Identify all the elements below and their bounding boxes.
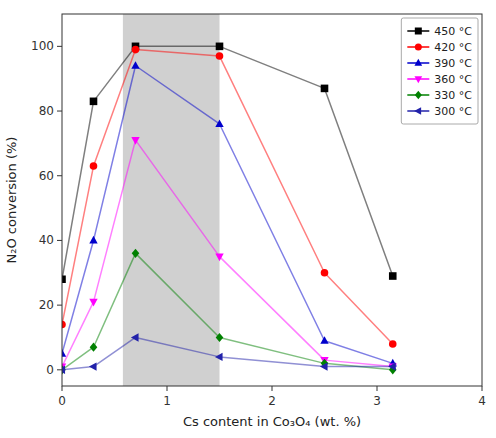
point xyxy=(389,272,397,280)
point xyxy=(321,269,329,277)
y-tick-label: 80 xyxy=(39,104,54,118)
point xyxy=(89,362,97,370)
y-tick xyxy=(57,46,62,47)
series xyxy=(62,61,397,366)
shaded-region xyxy=(123,14,220,386)
legend-label: 330 °C xyxy=(434,89,472,102)
point xyxy=(62,349,66,357)
legend-label: 420 °C xyxy=(434,41,472,54)
series xyxy=(62,333,396,374)
point xyxy=(62,321,66,329)
y-tick-label: 60 xyxy=(39,169,54,183)
point xyxy=(90,162,98,170)
legend-swatch-marker xyxy=(414,76,422,83)
x-tick-label: 4 xyxy=(478,394,486,408)
x-tick-label: 2 xyxy=(268,394,276,408)
plot-area xyxy=(62,14,482,386)
legend-swatch-marker xyxy=(415,44,422,51)
point xyxy=(321,85,329,93)
point xyxy=(90,343,98,352)
point xyxy=(320,362,328,370)
y-tick xyxy=(57,305,62,306)
point xyxy=(215,353,223,361)
point xyxy=(215,254,223,262)
y-tick-label: 100 xyxy=(31,39,54,53)
y-tick xyxy=(57,175,62,176)
point xyxy=(89,236,97,244)
point xyxy=(132,46,140,54)
y-tick xyxy=(57,240,62,241)
point xyxy=(216,333,224,342)
y-tick xyxy=(57,369,62,370)
plot-frame xyxy=(62,14,482,386)
legend-swatch-marker xyxy=(414,107,421,115)
point xyxy=(216,43,224,51)
legend-swatch-marker xyxy=(415,28,422,35)
series-line xyxy=(62,50,393,344)
series-line xyxy=(62,66,393,364)
legend-swatch-marker xyxy=(414,59,422,66)
legend: 450 °C 420 °C 390 °C 360 °C 330 °C 300 °C xyxy=(401,18,478,124)
series-line xyxy=(62,337,393,369)
series xyxy=(62,137,397,371)
legend-swatch-marker xyxy=(415,91,422,99)
data-layer xyxy=(62,14,397,386)
axes: 01234020406080100 xyxy=(31,39,486,408)
legend-label: 300 °C xyxy=(434,105,472,118)
point xyxy=(388,362,396,370)
x-tick xyxy=(482,386,483,391)
point xyxy=(215,119,223,127)
series xyxy=(62,46,397,348)
point xyxy=(131,137,139,145)
point xyxy=(131,333,139,341)
point xyxy=(131,61,139,69)
x-tick-label: 1 xyxy=(163,394,171,408)
series-line xyxy=(62,253,393,369)
legend-box xyxy=(401,18,478,124)
y-tick-label: 0 xyxy=(46,363,54,377)
point xyxy=(320,336,328,344)
x-tick xyxy=(62,386,63,391)
y-tick-label: 40 xyxy=(39,233,54,247)
point xyxy=(90,98,98,106)
x-tick xyxy=(377,386,378,391)
legend-label: 390 °C xyxy=(434,57,472,70)
x-tick xyxy=(272,386,273,391)
point xyxy=(216,52,224,60)
legend-label: 360 °C xyxy=(434,73,472,86)
x-axis-label: Cs content in Co₃O₄ (wt. %) xyxy=(183,414,361,429)
x-tick-label: 3 xyxy=(373,394,381,408)
point xyxy=(62,275,66,283)
point xyxy=(389,340,397,348)
chart: 01234020406080100Cs content in Co₃O₄ (wt… xyxy=(0,0,496,438)
point xyxy=(132,249,140,258)
x-tick-label: 0 xyxy=(58,394,66,408)
series-line xyxy=(62,140,393,366)
y-tick-label: 20 xyxy=(39,298,54,312)
series xyxy=(62,249,397,375)
legend-label: 450 °C xyxy=(434,25,472,38)
y-tick xyxy=(57,111,62,112)
y-axis-label: N₂O conversion (%) xyxy=(4,137,19,264)
x-tick xyxy=(167,386,168,391)
point xyxy=(89,299,97,307)
